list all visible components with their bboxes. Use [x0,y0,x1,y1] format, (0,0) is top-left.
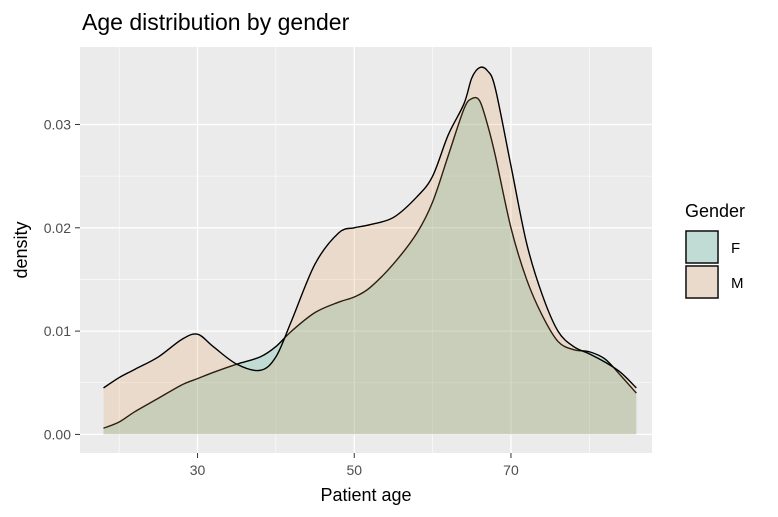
x-axis-title: Patient age [320,485,411,505]
x-tick-label: 30 [190,462,206,478]
density-area-F [103,97,637,435]
y-tick-label: 0.02 [44,220,71,236]
density-areas [103,66,637,435]
y-axis-title: density [11,221,31,278]
x-tick-label: 70 [503,462,519,478]
y-tick-label: 0.00 [44,426,71,442]
legend-title: Gender [685,201,745,221]
y-tick-label: 0.01 [44,323,71,339]
density-area-M [103,67,637,435]
density-line-M [103,66,637,389]
legend-key-bg [685,230,719,264]
legend-key-M [685,265,719,299]
axes: 0.00 0.01 0.02 0.03 30 50 70 [44,116,519,478]
legend: Gender F M [685,201,745,299]
grid-lines [80,47,652,453]
y-tick-label: 0.03 [44,116,71,132]
legend-label-M: M [731,275,744,292]
legend-key-F [685,230,719,264]
legend-key-bg [685,265,719,299]
plot-panel [80,47,652,453]
x-tick-label: 50 [346,462,362,478]
density-line-F [103,96,637,429]
legend-label-F: F [731,240,740,257]
chart-title: Age distribution by gender [82,9,350,35]
